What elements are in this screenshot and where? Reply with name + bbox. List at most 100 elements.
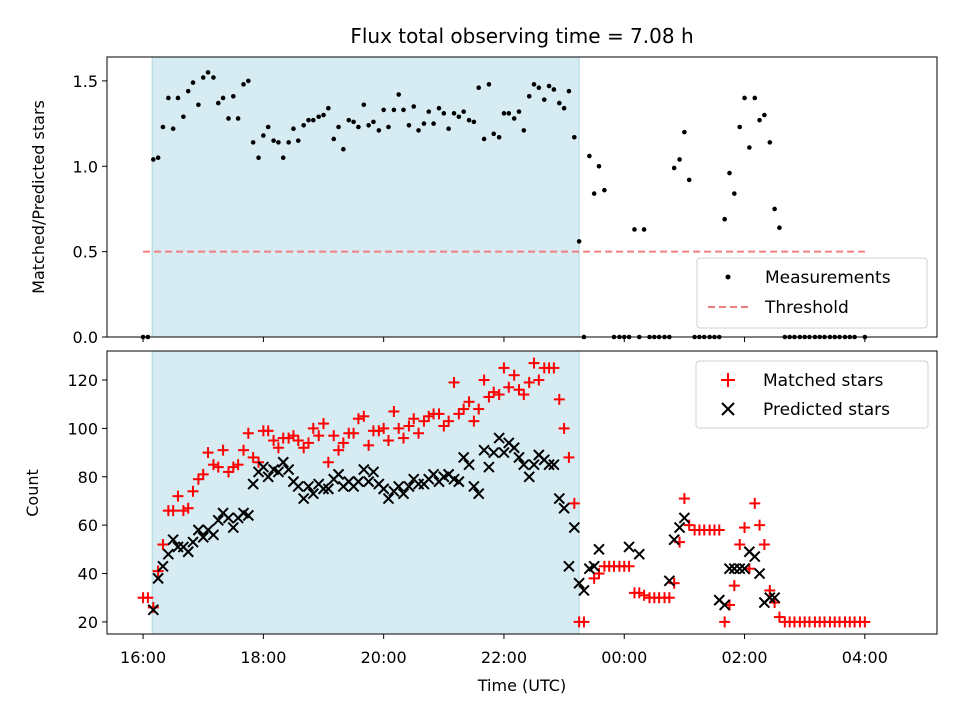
measurement-point bbox=[476, 85, 481, 91]
predicted-star-point bbox=[392, 480, 405, 493]
measurement-point bbox=[250, 140, 256, 145]
measurement-point bbox=[376, 128, 382, 133]
matched-star-point bbox=[739, 522, 751, 534]
predicted-star-point bbox=[588, 560, 600, 572]
legend-matched-label: Matched stars bbox=[763, 371, 883, 391]
measurement-point bbox=[241, 82, 246, 87]
measurement-point bbox=[572, 134, 577, 140]
ratio-panel: 0.0 0.5 1.0 1.5 Flux total observing time =… bbox=[29, 24, 938, 347]
predicted-star-point bbox=[673, 521, 686, 534]
predicted-star-point bbox=[397, 488, 410, 500]
matched-star-point bbox=[268, 434, 280, 446]
measurement-point bbox=[526, 93, 532, 99]
matched-star-point bbox=[388, 405, 400, 417]
matched-star-point bbox=[678, 493, 690, 505]
matched-star-point bbox=[478, 374, 490, 386]
matched-star-point bbox=[663, 592, 675, 604]
predicted-star-point bbox=[362, 475, 375, 488]
predicted-star-point bbox=[277, 456, 289, 468]
matched-star-point bbox=[433, 408, 445, 420]
predicted-star-point bbox=[523, 471, 535, 483]
matched-star-point bbox=[352, 413, 364, 425]
measurement-point bbox=[772, 206, 777, 212]
measurement-point bbox=[310, 117, 316, 123]
matched-star-point bbox=[468, 415, 480, 427]
matched-star-point bbox=[358, 410, 370, 422]
predicted-star-point bbox=[668, 533, 680, 546]
measurement-point bbox=[286, 140, 291, 145]
count-y-tick-label: 80 bbox=[78, 468, 98, 487]
measurement-point bbox=[336, 124, 341, 130]
predicted-star-point bbox=[734, 562, 746, 575]
predicted-star-point bbox=[749, 550, 761, 563]
measurement-point bbox=[361, 102, 367, 108]
matched-star-point bbox=[262, 425, 274, 437]
measurement-point bbox=[170, 126, 176, 132]
measurement-point bbox=[406, 122, 412, 128]
measurement-point bbox=[747, 145, 752, 150]
measurement-point bbox=[205, 70, 211, 75]
measurement-point bbox=[486, 82, 492, 87]
count-y-axis-label: Count bbox=[23, 469, 42, 517]
measurement-point bbox=[686, 177, 692, 183]
matched-star-point bbox=[453, 408, 465, 420]
measurement-point bbox=[431, 121, 436, 126]
matched-star-point bbox=[393, 422, 405, 434]
matched-star-point bbox=[363, 439, 375, 451]
measurement-point bbox=[546, 83, 552, 89]
matched-star-point bbox=[382, 434, 394, 446]
matched-star-point bbox=[633, 587, 645, 599]
predicted-star-point bbox=[247, 478, 259, 490]
matched-star-point bbox=[418, 415, 430, 427]
measurement-point bbox=[256, 155, 261, 161]
count-y-tick-label: 20 bbox=[78, 613, 98, 632]
measurement-point bbox=[777, 225, 782, 231]
predicted-star-point bbox=[463, 458, 475, 471]
matched-star-point bbox=[623, 560, 635, 572]
count-plot-frame bbox=[106, 350, 938, 635]
matched-stars-series bbox=[137, 357, 871, 628]
matched-star-point bbox=[508, 369, 520, 381]
matched-star-point bbox=[588, 572, 600, 584]
predicted-star-point bbox=[427, 468, 440, 481]
ratio-legend: Measurements Threshold bbox=[696, 257, 928, 329]
measurement-point bbox=[291, 126, 296, 132]
count-x-tick-label: 16:00 bbox=[120, 648, 166, 667]
observing-window-band bbox=[151, 56, 580, 338]
predicted-star-point bbox=[192, 524, 205, 536]
measurement-point bbox=[381, 107, 386, 113]
matched-star-point bbox=[207, 459, 219, 471]
matched-star-point bbox=[754, 519, 766, 531]
predicted-star-point bbox=[307, 488, 320, 500]
measurement-point bbox=[456, 114, 462, 120]
matched-star-point bbox=[167, 505, 179, 517]
predicted-star-point bbox=[292, 480, 304, 493]
measurement-point bbox=[757, 117, 762, 123]
predicted-star-point bbox=[358, 463, 370, 476]
predicted-star-point bbox=[453, 475, 465, 488]
predicted-star-point bbox=[764, 592, 776, 604]
measurement-point bbox=[541, 97, 547, 102]
predicted-star-point bbox=[167, 533, 179, 546]
legend-predicted-label: Predicted stars bbox=[763, 400, 890, 420]
predicted-star-point bbox=[518, 458, 530, 471]
count-x-tick-label: 20:00 bbox=[361, 648, 407, 667]
predicted-star-point bbox=[157, 560, 169, 572]
ratio-y-tick-label: 0.5 bbox=[73, 243, 98, 262]
measurement-point bbox=[566, 88, 572, 94]
predicted-star-point bbox=[222, 512, 235, 524]
measurement-point bbox=[226, 116, 231, 121]
matched-star-point bbox=[578, 616, 590, 628]
measurement-point bbox=[742, 95, 747, 101]
predicted-star-point bbox=[633, 548, 645, 560]
measurement-point bbox=[536, 85, 542, 91]
matched-star-point bbox=[182, 502, 194, 514]
matched-star-point bbox=[493, 389, 505, 401]
measurement-point bbox=[401, 107, 406, 113]
predicted-star-point bbox=[478, 444, 490, 456]
measurement-point bbox=[591, 191, 597, 196]
measurement-point bbox=[677, 157, 682, 162]
predicted-stars-series bbox=[147, 432, 781, 616]
measurement-point bbox=[316, 114, 322, 120]
count-x-tick-label: 02:00 bbox=[721, 648, 767, 667]
